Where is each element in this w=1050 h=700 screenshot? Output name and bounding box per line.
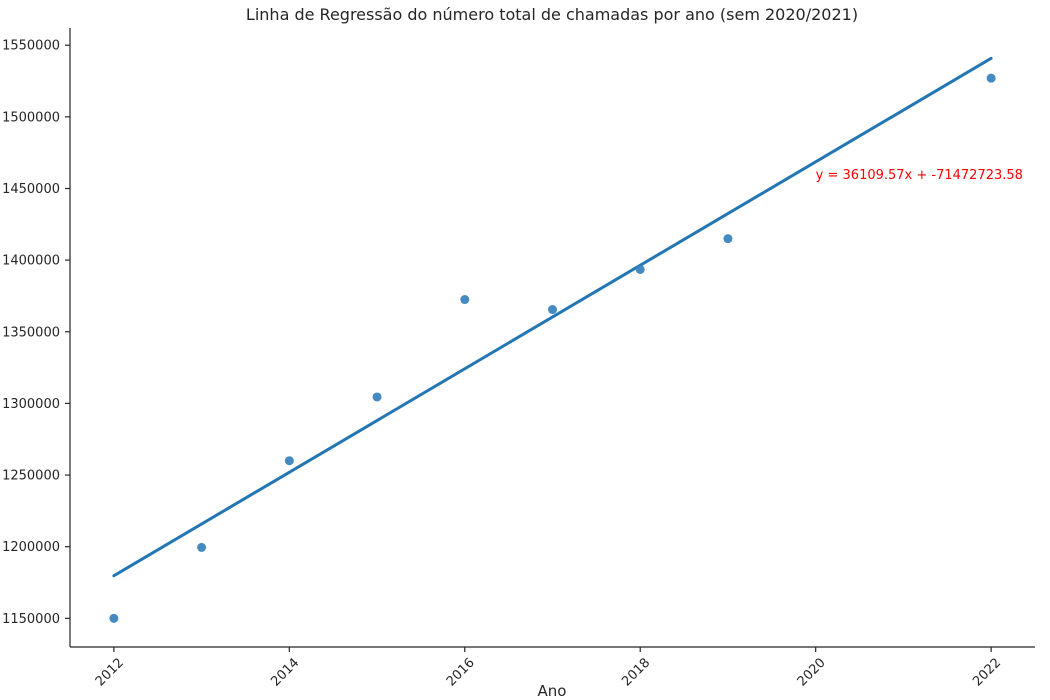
chart-title: Linha de Regressão do número total de ch… — [246, 5, 858, 24]
data-point — [986, 73, 996, 83]
data-point — [372, 392, 382, 402]
x-tick-label: 2016 — [444, 655, 478, 689]
y-tick-label: 1400000 — [2, 254, 60, 269]
data-point — [723, 234, 733, 244]
regression-equation-annotation: y = 36109.57x + -71472723.58 — [816, 168, 1023, 183]
x-tick-label: 2012 — [93, 655, 127, 689]
plot-area — [109, 56, 996, 623]
y-tick-label: 1250000 — [2, 469, 60, 484]
y-tick-label: 1500000 — [2, 110, 60, 125]
data-point — [197, 542, 207, 552]
y-tick-label: 1550000 — [2, 39, 60, 54]
x-tick-label: 2020 — [795, 655, 829, 689]
data-point — [460, 295, 470, 305]
x-tick-label: 2018 — [619, 655, 653, 689]
y-tick-label: 1200000 — [2, 540, 60, 555]
y-tick-label: 1450000 — [2, 182, 60, 197]
data-point — [284, 456, 294, 466]
y-axis: 1150000 1200000 1250000 1300000 1350000 14000… — [2, 28, 71, 647]
x-tick-label: 2022 — [970, 655, 1004, 689]
data-point — [548, 305, 557, 315]
y-tick-label: 1350000 — [2, 325, 60, 340]
regression-line — [112, 56, 993, 578]
data-point — [635, 264, 645, 274]
x-tick-label: 2014 — [268, 655, 302, 689]
y-tick-label: 1300000 — [2, 397, 60, 412]
x-axis-label: Ano — [538, 682, 567, 700]
y-tick-label: 1150000 — [2, 612, 60, 627]
data-point — [109, 613, 119, 623]
